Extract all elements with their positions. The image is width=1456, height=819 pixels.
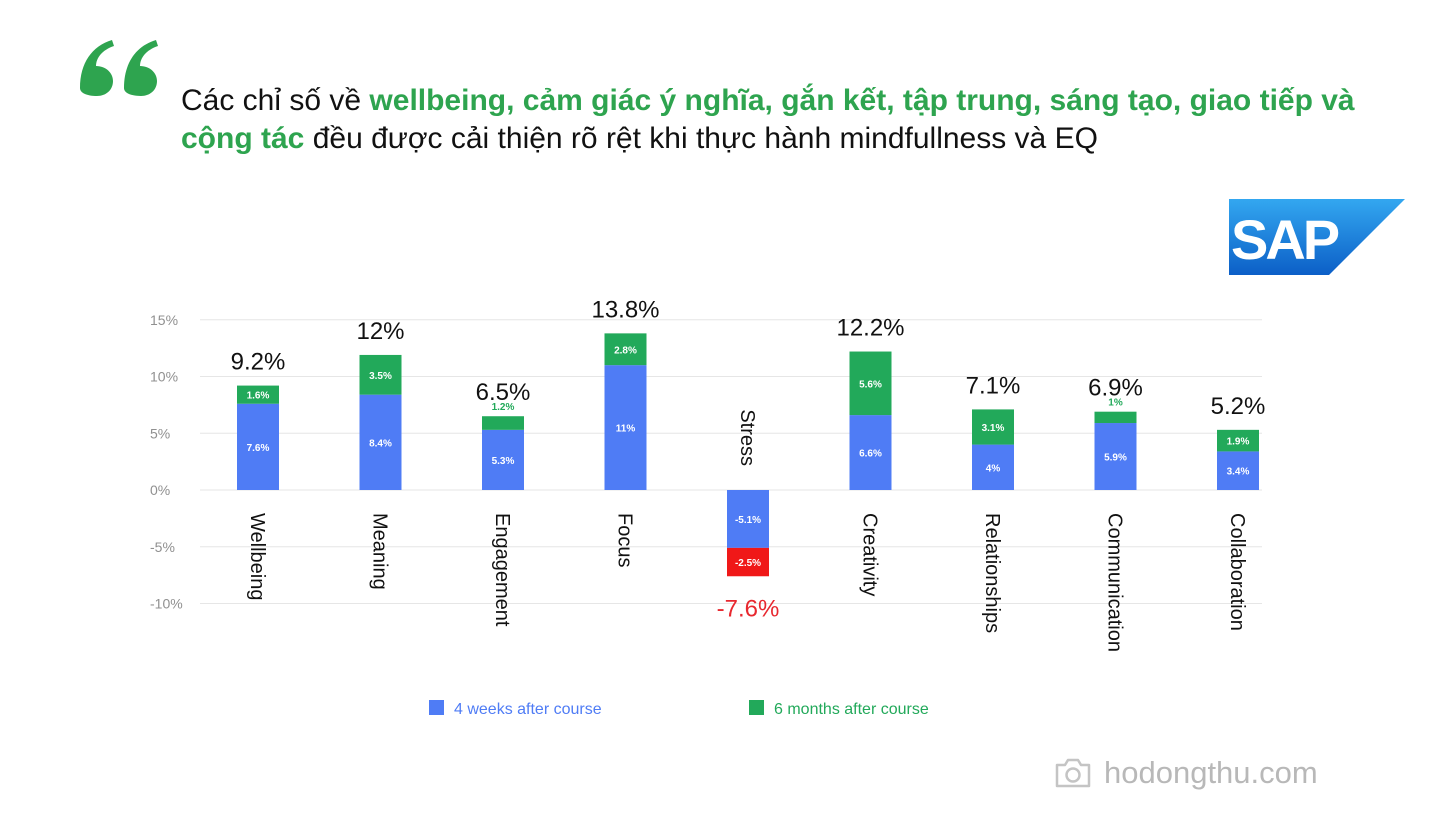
legend-label: 6 months after course bbox=[774, 701, 929, 718]
bar-value-label: 1.2% bbox=[492, 402, 515, 413]
category-label: Creativity bbox=[859, 513, 881, 596]
category-label: Collaboration bbox=[1226, 513, 1248, 631]
total-label: 12.2% bbox=[836, 315, 904, 342]
bar-6-months bbox=[604, 333, 647, 366]
bar-value-label: -5.1% bbox=[735, 515, 761, 526]
category-label: Meaning bbox=[369, 513, 391, 590]
headline: Các chỉ số về wellbeing, cảm giác ý nghĩ… bbox=[181, 82, 1391, 158]
headline-highlight: wellbeing, cảm giác ý nghĩa, gắn kết, tậ… bbox=[181, 84, 1355, 155]
y-tick-label: 5% bbox=[150, 425, 170, 441]
legend-swatch bbox=[429, 700, 444, 715]
camera-icon bbox=[1055, 758, 1091, 788]
bar-6-months bbox=[237, 385, 279, 404]
legend-swatch bbox=[749, 700, 764, 715]
bar-4-weeks bbox=[849, 415, 892, 490]
bar-value-label: 5.9% bbox=[1104, 453, 1127, 464]
category-label: Relationships bbox=[981, 513, 1003, 633]
bar-6-months bbox=[972, 409, 1014, 445]
total-label: 13.8% bbox=[591, 296, 659, 323]
bar-value-label: 3.5% bbox=[369, 371, 392, 382]
total-label: 6.5% bbox=[476, 379, 531, 406]
total-label: 7.1% bbox=[966, 372, 1021, 399]
y-tick-label: 0% bbox=[150, 482, 170, 498]
watermark-text: hodongthu.com bbox=[1104, 755, 1318, 790]
bar-value-label: 6.6% bbox=[859, 449, 882, 460]
quote-icon bbox=[80, 40, 158, 96]
bar-value-label: 3.4% bbox=[1227, 467, 1250, 478]
category-label: Communication bbox=[1104, 513, 1126, 652]
bar-value-label: 1% bbox=[1108, 398, 1123, 409]
bar-4-weeks bbox=[604, 365, 647, 490]
total-label: 6.9% bbox=[1088, 375, 1143, 402]
bar-value-label: 11% bbox=[616, 424, 636, 435]
bar-4-weeks bbox=[727, 490, 769, 548]
total-label: 12% bbox=[356, 318, 404, 345]
headline-part2: đều được cải thiện rõ rệt khi thực hành … bbox=[304, 122, 1098, 155]
bar-value-label: 2.8% bbox=[614, 345, 637, 356]
bar-4-weeks bbox=[972, 444, 1014, 490]
legend-label: 4 weeks after course bbox=[454, 701, 602, 718]
bar-value-label: 4% bbox=[986, 463, 1001, 474]
category-label: Stress bbox=[736, 409, 758, 466]
bar-4-weeks bbox=[1217, 451, 1259, 490]
bar-4-weeks bbox=[1094, 423, 1137, 490]
y-tick-label: 10% bbox=[150, 369, 178, 385]
y-tick-label: -10% bbox=[150, 596, 183, 612]
bar-value-label: 5.6% bbox=[859, 379, 882, 390]
bar-6-months bbox=[727, 547, 769, 577]
bar-4-weeks bbox=[237, 403, 279, 490]
total-label: 9.2% bbox=[231, 349, 286, 376]
total-label: 5.2% bbox=[1211, 393, 1266, 420]
sap-logo: SAP ® bbox=[1229, 199, 1405, 275]
bar-value-label: 8.4% bbox=[369, 438, 392, 449]
bar-value-label: 1.9% bbox=[1227, 437, 1250, 448]
y-tick-label: -5% bbox=[150, 539, 175, 555]
total-label: -7.6% bbox=[717, 595, 780, 622]
category-label: Focus bbox=[614, 513, 636, 567]
bar-value-label: 3.1% bbox=[982, 423, 1005, 434]
bar-4-weeks bbox=[482, 429, 524, 490]
bar-value-label: 7.6% bbox=[247, 443, 270, 454]
bar-4-weeks bbox=[359, 394, 402, 490]
bar-6-months bbox=[1217, 429, 1259, 452]
stacked-bar-chart: 15% 10% 5% 0% -5% -10% 7.6% 1.6% 9.2% Wellbeing 8.… bbox=[150, 296, 1266, 718]
bar-value-label: -2.5% bbox=[735, 558, 761, 569]
bar-value-label: 5.3% bbox=[492, 456, 515, 467]
headline-part1: Các chỉ số về bbox=[181, 84, 370, 117]
sap-registered-mark: ® bbox=[1337, 262, 1346, 275]
bar-6-months bbox=[1094, 411, 1137, 424]
bar-6-months bbox=[359, 354, 402, 395]
y-tick-label: 15% bbox=[150, 312, 178, 328]
category-label: Wellbeing bbox=[246, 513, 268, 600]
bar-value-label: 1.6% bbox=[247, 391, 270, 402]
bar-6-months bbox=[849, 351, 892, 416]
watermark: hodongthu.com bbox=[1054, 752, 1318, 794]
bar-6-months bbox=[482, 416, 524, 430]
category-label: Engagement bbox=[491, 513, 513, 627]
sap-logo-text: SAP bbox=[1231, 208, 1339, 271]
